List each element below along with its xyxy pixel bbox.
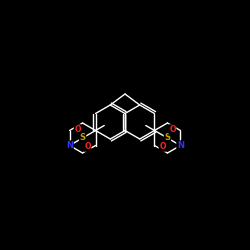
Text: O: O <box>84 142 91 151</box>
Text: O: O <box>169 125 176 134</box>
Text: O: O <box>74 125 81 134</box>
Text: S: S <box>164 134 170 142</box>
Text: S: S <box>80 134 86 142</box>
Text: N: N <box>66 141 73 150</box>
Text: O: O <box>159 142 166 151</box>
Text: N: N <box>177 141 184 150</box>
